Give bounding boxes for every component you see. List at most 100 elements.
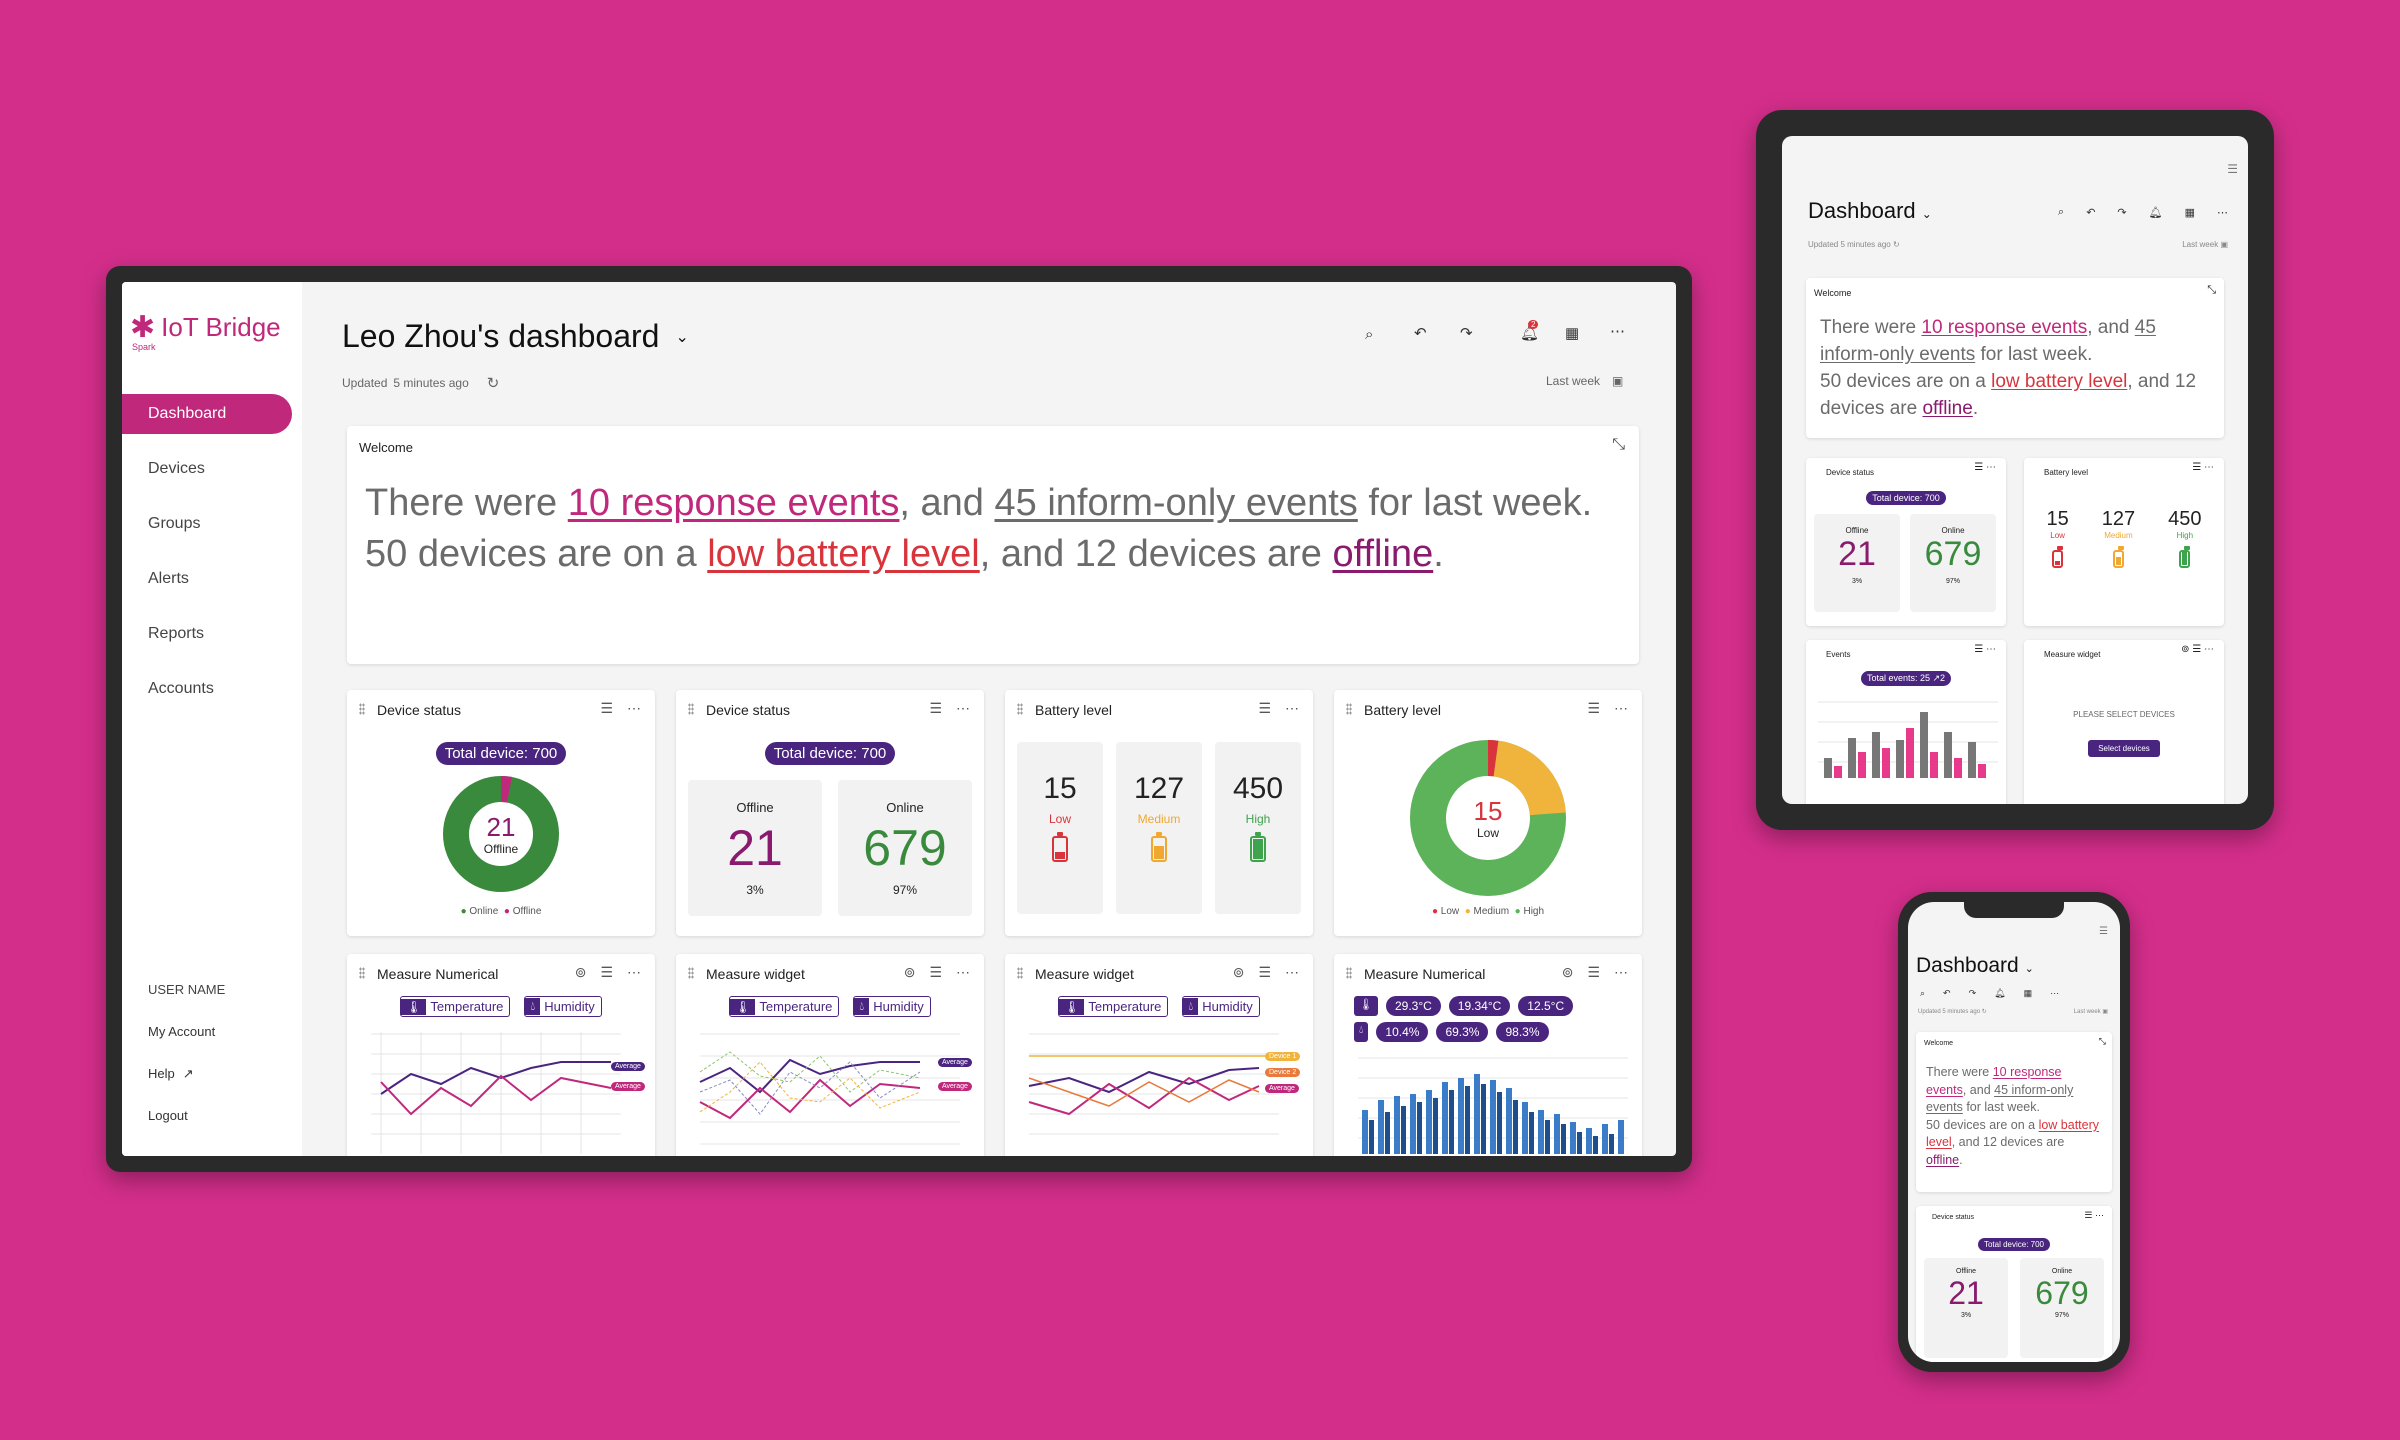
- more-icon[interactable]: ☰ ⋯: [2192, 462, 2214, 473]
- refresh-icon[interactable]: ↻: [486, 375, 500, 392]
- redo-icon[interactable]: ↷: [1460, 325, 1473, 342]
- phone-period[interactable]: Last week ▣: [2073, 1009, 2108, 1015]
- inform-events-link[interactable]: 45 inform-only events: [1820, 317, 2156, 365]
- inform-events-link[interactable]: 45 inform-only events: [994, 482, 1358, 524]
- sidebar-item-devices[interactable]: Devices: [148, 460, 205, 477]
- settings-icon[interactable]: ☰: [1258, 700, 1271, 716]
- more-icon[interactable]: ⋯: [956, 964, 970, 980]
- more-icon[interactable]: ⊚ ☰ ⋯: [2181, 644, 2214, 655]
- temperature-tag[interactable]: 🌡︎ Temperature: [1058, 996, 1169, 1017]
- more-icon[interactable]: ⋯: [956, 700, 970, 716]
- tablet-period[interactable]: Last week ▣: [2182, 240, 2228, 249]
- collapse-icon[interactable]: ⤡: [2098, 1036, 2106, 1046]
- drag-handle-icon[interactable]: [1346, 703, 1352, 715]
- humidity-tag[interactable]: 💧︎ Humidity: [1182, 996, 1260, 1017]
- more-icon[interactable]: ⋯: [1614, 964, 1628, 980]
- inform-events-link[interactable]: 45 inform-only events: [1926, 1082, 2074, 1115]
- settings-icon[interactable]: ☰: [600, 964, 613, 980]
- period-select[interactable]: Last week ▣: [1546, 374, 1623, 388]
- more-icon[interactable]: ⋯: [627, 964, 641, 980]
- phone-title[interactable]: Dashboard ⌄: [1916, 954, 2034, 978]
- sidebar-item-accounts[interactable]: Accounts: [148, 680, 214, 697]
- more-icon[interactable]: ☰ ⋯: [2084, 1210, 2104, 1220]
- more-icon[interactable]: ⋯: [2050, 988, 2060, 998]
- menu-icon[interactable]: ☰: [2227, 162, 2238, 176]
- more-icon[interactable]: ⋯: [1614, 700, 1628, 716]
- sensor-icon[interactable]: ⊚: [903, 964, 916, 980]
- battery-low-box[interactable]: 15 Low: [1017, 742, 1103, 914]
- settings-icon[interactable]: ☰: [929, 700, 942, 716]
- drag-handle-icon[interactable]: [688, 703, 694, 715]
- more-icon[interactable]: ⋯: [2217, 207, 2228, 219]
- battery-medium-box[interactable]: 127 Medium: [1116, 742, 1202, 914]
- page-title[interactable]: Leo Zhou's dashboard ⌄: [342, 318, 689, 355]
- bell-icon[interactable]: 🔔︎: [1994, 988, 2006, 998]
- sidebar-item-alerts[interactable]: Alerts: [148, 570, 189, 587]
- brand-logo[interactable]: ✱ IoT Bridge: [130, 312, 281, 343]
- tablet-title[interactable]: Dashboard ⌄: [1808, 198, 1932, 224]
- sidebar-item-groups[interactable]: Groups: [148, 515, 201, 532]
- online-box[interactable]: Online 679 97%: [838, 780, 972, 916]
- drag-handle-icon[interactable]: [1346, 967, 1352, 979]
- drag-handle-icon[interactable]: [359, 967, 365, 979]
- settings-icon[interactable]: ☰: [1258, 964, 1271, 980]
- offline-link[interactable]: offline: [1922, 398, 1973, 419]
- sensor-icon[interactable]: ⊚: [574, 964, 587, 980]
- undo-icon[interactable]: ↶: [1414, 325, 1427, 342]
- offline-box[interactable]: Offline 21 3%: [1814, 514, 1900, 612]
- redo-icon[interactable]: ↷: [2117, 207, 2127, 219]
- battery-medium[interactable]: 127 Medium: [2102, 508, 2135, 568]
- search-icon[interactable]: ⌕: [1920, 988, 1926, 998]
- temperature-tag[interactable]: 🌡︎ Temperature: [400, 996, 511, 1017]
- search-icon[interactable]: ⌕: [1365, 326, 1374, 343]
- sidebar-item-reports[interactable]: Reports: [148, 625, 205, 642]
- response-events-link[interactable]: 10 response events: [1926, 1065, 2062, 1097]
- undo-icon[interactable]: ↶: [2086, 207, 2096, 219]
- battery-low[interactable]: 15 Low: [2047, 508, 2069, 568]
- bell-icon[interactable]: 🔔︎ 2: [1520, 320, 1540, 342]
- offline-box[interactable]: Offline 21 3%: [688, 780, 822, 916]
- more-icon[interactable]: ⋯: [1285, 964, 1299, 980]
- refresh-icon[interactable]: ↻: [1892, 240, 1900, 249]
- battery-high[interactable]: 450 High: [2168, 508, 2202, 568]
- collapse-icon[interactable]: ⤡: [1612, 436, 1625, 453]
- settings-icon[interactable]: ☰: [929, 964, 942, 980]
- response-events-link[interactable]: 10 response events: [1921, 317, 2088, 338]
- add-widget-icon[interactable]: ▦: [1565, 325, 1580, 342]
- more-icon[interactable]: ⋯: [1285, 700, 1299, 716]
- temperature-tag[interactable]: 🌡︎ Temperature: [729, 996, 840, 1017]
- search-icon[interactable]: ⌕: [2058, 206, 2065, 218]
- more-icon[interactable]: ⋯: [627, 700, 641, 716]
- sensor-icon[interactable]: ⊚: [1561, 964, 1574, 980]
- redo-icon[interactable]: ↷: [1968, 988, 1977, 998]
- add-widget-icon[interactable]: ▦: [2023, 988, 2033, 998]
- logout-link[interactable]: Logout: [148, 1108, 188, 1123]
- online-box[interactable]: Online 679 97%: [1910, 514, 1996, 612]
- offline-box[interactable]: Offline 21 3%: [1924, 1258, 2008, 1358]
- help-link[interactable]: Help ↗: [148, 1066, 194, 1082]
- offline-link[interactable]: offline: [1926, 1152, 1960, 1167]
- menu-icon[interactable]: ☰: [2099, 926, 2108, 937]
- collapse-icon[interactable]: ⤡: [2207, 284, 2216, 296]
- humidity-tag[interactable]: 💧︎ Humidity: [853, 996, 931, 1017]
- battery-high-box[interactable]: 450 High: [1215, 742, 1301, 914]
- response-events-link[interactable]: 10 response events: [567, 482, 900, 524]
- bell-icon[interactable]: 🔔︎: [2148, 207, 2163, 219]
- settings-icon[interactable]: ☰: [1587, 964, 1600, 980]
- sidebar-item-dashboard[interactable]: Dashboard: [122, 394, 292, 434]
- low-battery-link[interactable]: low battery level: [707, 533, 980, 575]
- select-devices-button[interactable]: Select devices: [2088, 740, 2160, 757]
- my-account-link[interactable]: My Account: [148, 1024, 216, 1039]
- more-icon[interactable]: ☰ ⋯: [1974, 644, 1996, 655]
- humidity-tag[interactable]: 💧︎ Humidity: [524, 996, 602, 1017]
- more-icon[interactable]: ☰ ⋯: [1974, 462, 1996, 473]
- drag-handle-icon[interactable]: [688, 967, 694, 979]
- online-box[interactable]: Online 679 97%: [2020, 1258, 2104, 1358]
- drag-handle-icon[interactable]: [1017, 703, 1023, 715]
- settings-icon[interactable]: ☰: [1587, 700, 1600, 716]
- low-battery-link[interactable]: low battery level: [1926, 1117, 2100, 1150]
- drag-handle-icon[interactable]: [1017, 967, 1023, 979]
- more-icon[interactable]: ⋯: [1610, 323, 1625, 340]
- low-battery-link[interactable]: low battery level: [1991, 371, 2128, 392]
- offline-link[interactable]: offline: [1332, 533, 1434, 575]
